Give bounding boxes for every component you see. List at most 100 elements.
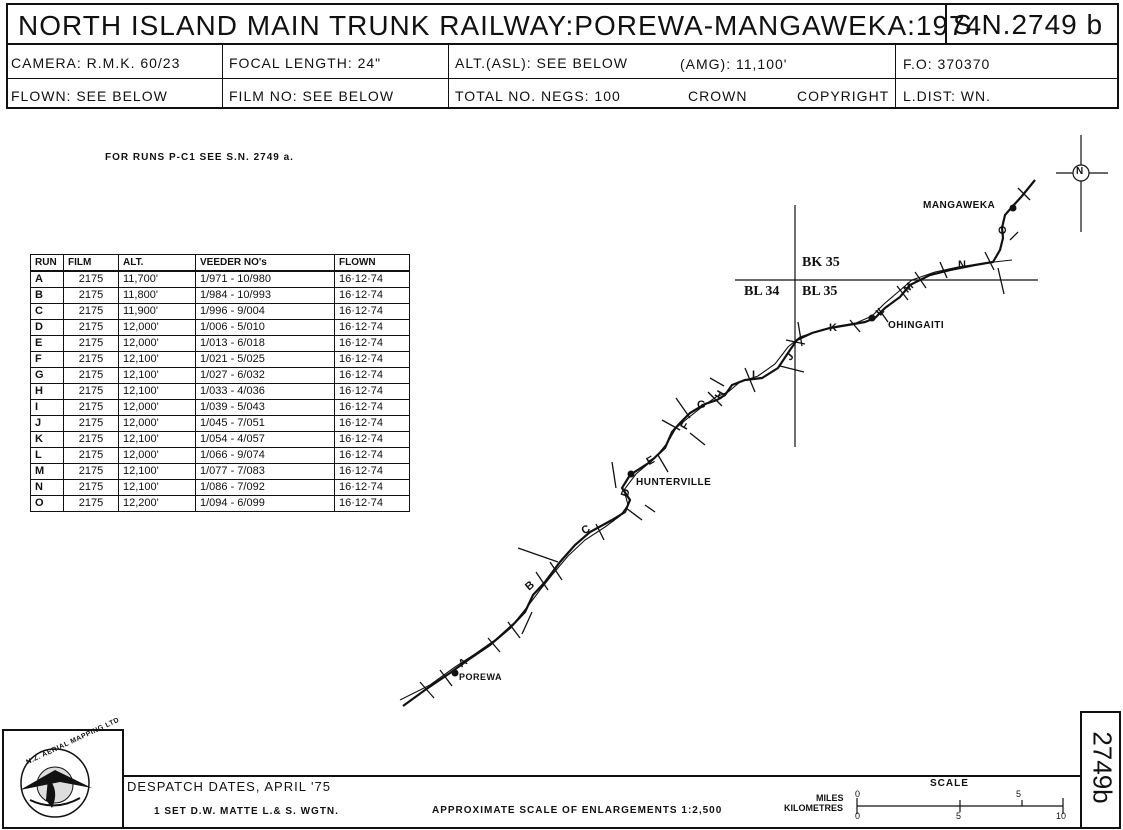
cell-flown: 16·12·74 <box>334 303 410 320</box>
table-row: L 2175 12,000' 1/066 - 9/074 16·12·74 <box>30 447 410 464</box>
side-sheet-code: 2749b <box>1087 731 1118 804</box>
col-divider-2 <box>448 44 449 109</box>
cell-veeder: 1/045 - 7/051 <box>195 415 335 432</box>
place-ohingaiti: OHINGAITI <box>888 320 945 331</box>
col-header-veeder: VEEDER NO's <box>195 254 335 272</box>
scale-bar <box>856 798 1064 814</box>
cell-flown: 16·12·74 <box>334 319 410 336</box>
table-row: J 2175 12,000' 1/045 - 7/051 16·12·74 <box>30 415 410 432</box>
col-header-flown: FLOWN <box>334 254 410 272</box>
row-divider <box>6 78 1119 79</box>
lands-district-field: L.DIST: WN. <box>903 88 992 104</box>
side-code-frame <box>1080 711 1121 829</box>
place-hunterville: HUNTERVILLE <box>636 477 712 488</box>
table-row: E 2175 12,000' 1/013 - 6/018 16·12·74 <box>30 335 410 352</box>
table-row: M 2175 12,100' 1/077 - 7/083 16·12·74 <box>30 463 410 480</box>
set-info: 1 SET D.W. MATTE L.& S. WGTN. <box>154 806 339 817</box>
cell-veeder: 1/996 - 9/004 <box>195 303 335 320</box>
cell-film: 2175 <box>63 319 119 336</box>
town-marker-mangaweka <box>1009 204 1017 212</box>
table-row: I 2175 12,000' 1/039 - 5/043 16·12·74 <box>30 399 410 416</box>
run-label-o: O <box>995 225 1008 235</box>
sn-divider <box>945 3 947 44</box>
aerial-mapping-logo <box>20 748 92 818</box>
miles-tick-5: 5 <box>1016 789 1022 799</box>
cell-alt: 12,000' <box>118 335 196 352</box>
cell-veeder: 1/033 - 4/036 <box>195 383 335 400</box>
table-row: G 2175 12,100' 1/027 - 6/032 16·12·74 <box>30 367 410 384</box>
cell-film: 2175 <box>63 367 119 384</box>
copyright-label: COPYRIGHT <box>797 88 890 104</box>
place-mangaweka: MANGAWEKA <box>923 200 996 211</box>
crown-label: CROWN <box>688 88 748 104</box>
cell-flown: 16·12·74 <box>334 495 410 512</box>
km-tick-10: 10 <box>1056 811 1067 821</box>
runs-table: RUN FILM ALT. VEEDER NO's FLOWN A 2175 11,… <box>30 254 410 512</box>
cell-alt: 12,100' <box>118 479 196 496</box>
cell-alt: 12,100' <box>118 383 196 400</box>
table-row: K 2175 12,100' 1/054 - 4/057 16·12·74 <box>30 431 410 448</box>
km-label: KILOMETRES <box>784 803 844 813</box>
cell-veeder: 1/066 - 9/074 <box>195 447 335 464</box>
cell-film: 2175 <box>63 447 119 464</box>
cell-film: 2175 <box>63 415 119 432</box>
logo-frame <box>2 729 124 829</box>
film-no-field: FILM NO: SEE BELOW <box>229 88 395 104</box>
title-block <box>6 3 1119 109</box>
flight-lines <box>399 259 1013 701</box>
cell-veeder: 1/077 - 7/083 <box>195 463 335 480</box>
cell-alt: 12,200' <box>118 495 196 512</box>
sheet-number: S.N.2749 b <box>953 9 1104 40</box>
cell-alt: 12,000' <box>118 319 196 336</box>
cell-alt: 11,700' <box>118 271 196 288</box>
table-row: B 2175 11,800' 1/984 - 10/993 16·12·74 <box>30 287 410 304</box>
approx-scale: APPROXIMATE SCALE OF ENLARGEMENTS 1:2,50… <box>432 805 723 816</box>
cell-veeder: 1/027 - 6/032 <box>195 367 335 384</box>
table-row: F 2175 12,100' 1/021 - 5/025 16·12·74 <box>30 351 410 368</box>
cell-flown: 16·12·74 <box>334 447 410 464</box>
cell-alt: 12,100' <box>118 431 196 448</box>
north-arrow-icon <box>1056 135 1108 232</box>
sheet-label-bl34: BL 34 <box>744 284 780 299</box>
run-label-k: K <box>829 322 837 334</box>
miles-tick-0: 0 <box>855 789 861 799</box>
cell-flown: 16·12·74 <box>334 383 410 400</box>
miles-label: MILES <box>816 793 844 803</box>
cell-flown: 16·12·74 <box>334 431 410 448</box>
cell-veeder: 1/006 - 5/010 <box>195 319 335 336</box>
cell-flown: 16·12·74 <box>334 287 410 304</box>
km-tick-5: 5 <box>956 811 962 821</box>
table-row: N 2175 12,100' 1/086 - 7/092 16·12·74 <box>30 479 410 496</box>
focal-length-field: FOCAL LENGTH: 24" <box>229 55 382 71</box>
table-header-row: RUN FILM ALT. VEEDER NO's FLOWN <box>30 254 410 272</box>
altitude-field: ALT.(ASL): SEE BELOW <box>455 55 629 71</box>
cell-film: 2175 <box>63 463 119 480</box>
amg-field: (AMG): 11,100' <box>680 56 788 72</box>
cell-flown: 16·12·74 <box>334 399 410 416</box>
camera-field: CAMERA: R.M.K. 60/23 <box>11 55 181 71</box>
town-marker-hunterville <box>627 470 635 478</box>
cell-film: 2175 <box>63 271 119 288</box>
cell-flown: 16·12·74 <box>334 351 410 368</box>
run-label-i: I <box>752 369 756 381</box>
cell-veeder: 1/971 - 10/980 <box>195 271 335 288</box>
table-row: A 2175 11,700' 1/971 - 10/980 16·12·74 <box>30 271 410 288</box>
cell-veeder: 1/021 - 5/025 <box>195 351 335 368</box>
cell-alt: 12,000' <box>118 415 196 432</box>
runs-note: FOR RUNS P-C1 SEE S.N. 2749 a. <box>105 152 294 163</box>
km-tick-0: 0 <box>855 811 861 821</box>
run-label-n: N <box>958 259 966 271</box>
cell-film: 2175 <box>63 495 119 512</box>
cell-alt: 12,100' <box>118 351 196 368</box>
flown-field: FLOWN: SEE BELOW <box>11 88 168 104</box>
town-marker-porewa <box>451 669 459 677</box>
cell-veeder: 1/086 - 7/092 <box>195 479 335 496</box>
run-label-g: G <box>697 399 706 411</box>
cell-flown: 16·12·74 <box>334 271 410 288</box>
railway-route <box>402 179 1036 707</box>
despatch-dates: DESPATCH DATES, APRIL '75 <box>127 779 331 794</box>
col-divider-1 <box>222 44 223 109</box>
table-row: H 2175 12,100' 1/033 - 4/036 16·12·74 <box>30 383 410 400</box>
cell-veeder: 1/094 - 6/099 <box>195 495 335 512</box>
